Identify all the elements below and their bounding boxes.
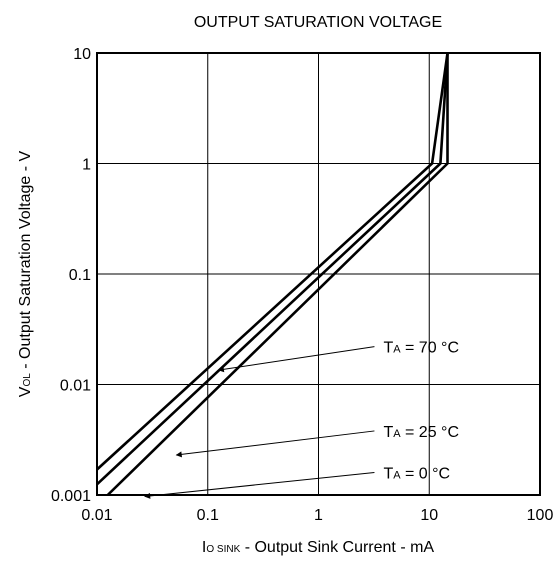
- series-line-2: [106, 53, 449, 496]
- annotation-arrow: [175, 430, 375, 458]
- x-tick-label: 10: [420, 507, 438, 524]
- y-axis-label: VOL - Output Saturation Voltage - V: [17, 150, 34, 397]
- x-tick-label: 1: [314, 507, 323, 524]
- series-line-1: [96, 52, 449, 486]
- series-label: TA = 70 °C: [383, 340, 459, 357]
- series-group: [96, 52, 449, 496]
- annotation-arrow: [144, 471, 375, 499]
- x-tick-label: 100: [527, 507, 554, 524]
- annotation-arrow: [217, 346, 375, 373]
- x-tick-label: 0.1: [197, 507, 219, 524]
- annotation-group: TA = 70 °C TA = 25 °C TA = 0 °C: [144, 340, 459, 499]
- y-tick-label: 1: [82, 157, 91, 174]
- series-label: TA = 25 °C: [383, 424, 459, 441]
- series-line-0: [96, 52, 449, 471]
- x-tick-label: 0.01: [81, 507, 112, 524]
- y-tick-label: 0.001: [51, 488, 91, 505]
- y-tick-label: 0.01: [60, 378, 91, 395]
- plot-frame: [96, 52, 541, 496]
- y-tick-label: 10: [73, 46, 91, 63]
- tick-labels: 0.01 0.1 1 10 100 0.001 0.01 0.1 1 10: [51, 46, 553, 524]
- x-axis-label: IO SINK - Output Sink Current - mA: [202, 539, 435, 556]
- y-tick-label: 0.1: [69, 267, 91, 284]
- chart-title: OUTPUT SATURATION VOLTAGE: [194, 14, 442, 31]
- grid: [96, 52, 541, 496]
- series-label: TA = 0 °C: [383, 465, 450, 482]
